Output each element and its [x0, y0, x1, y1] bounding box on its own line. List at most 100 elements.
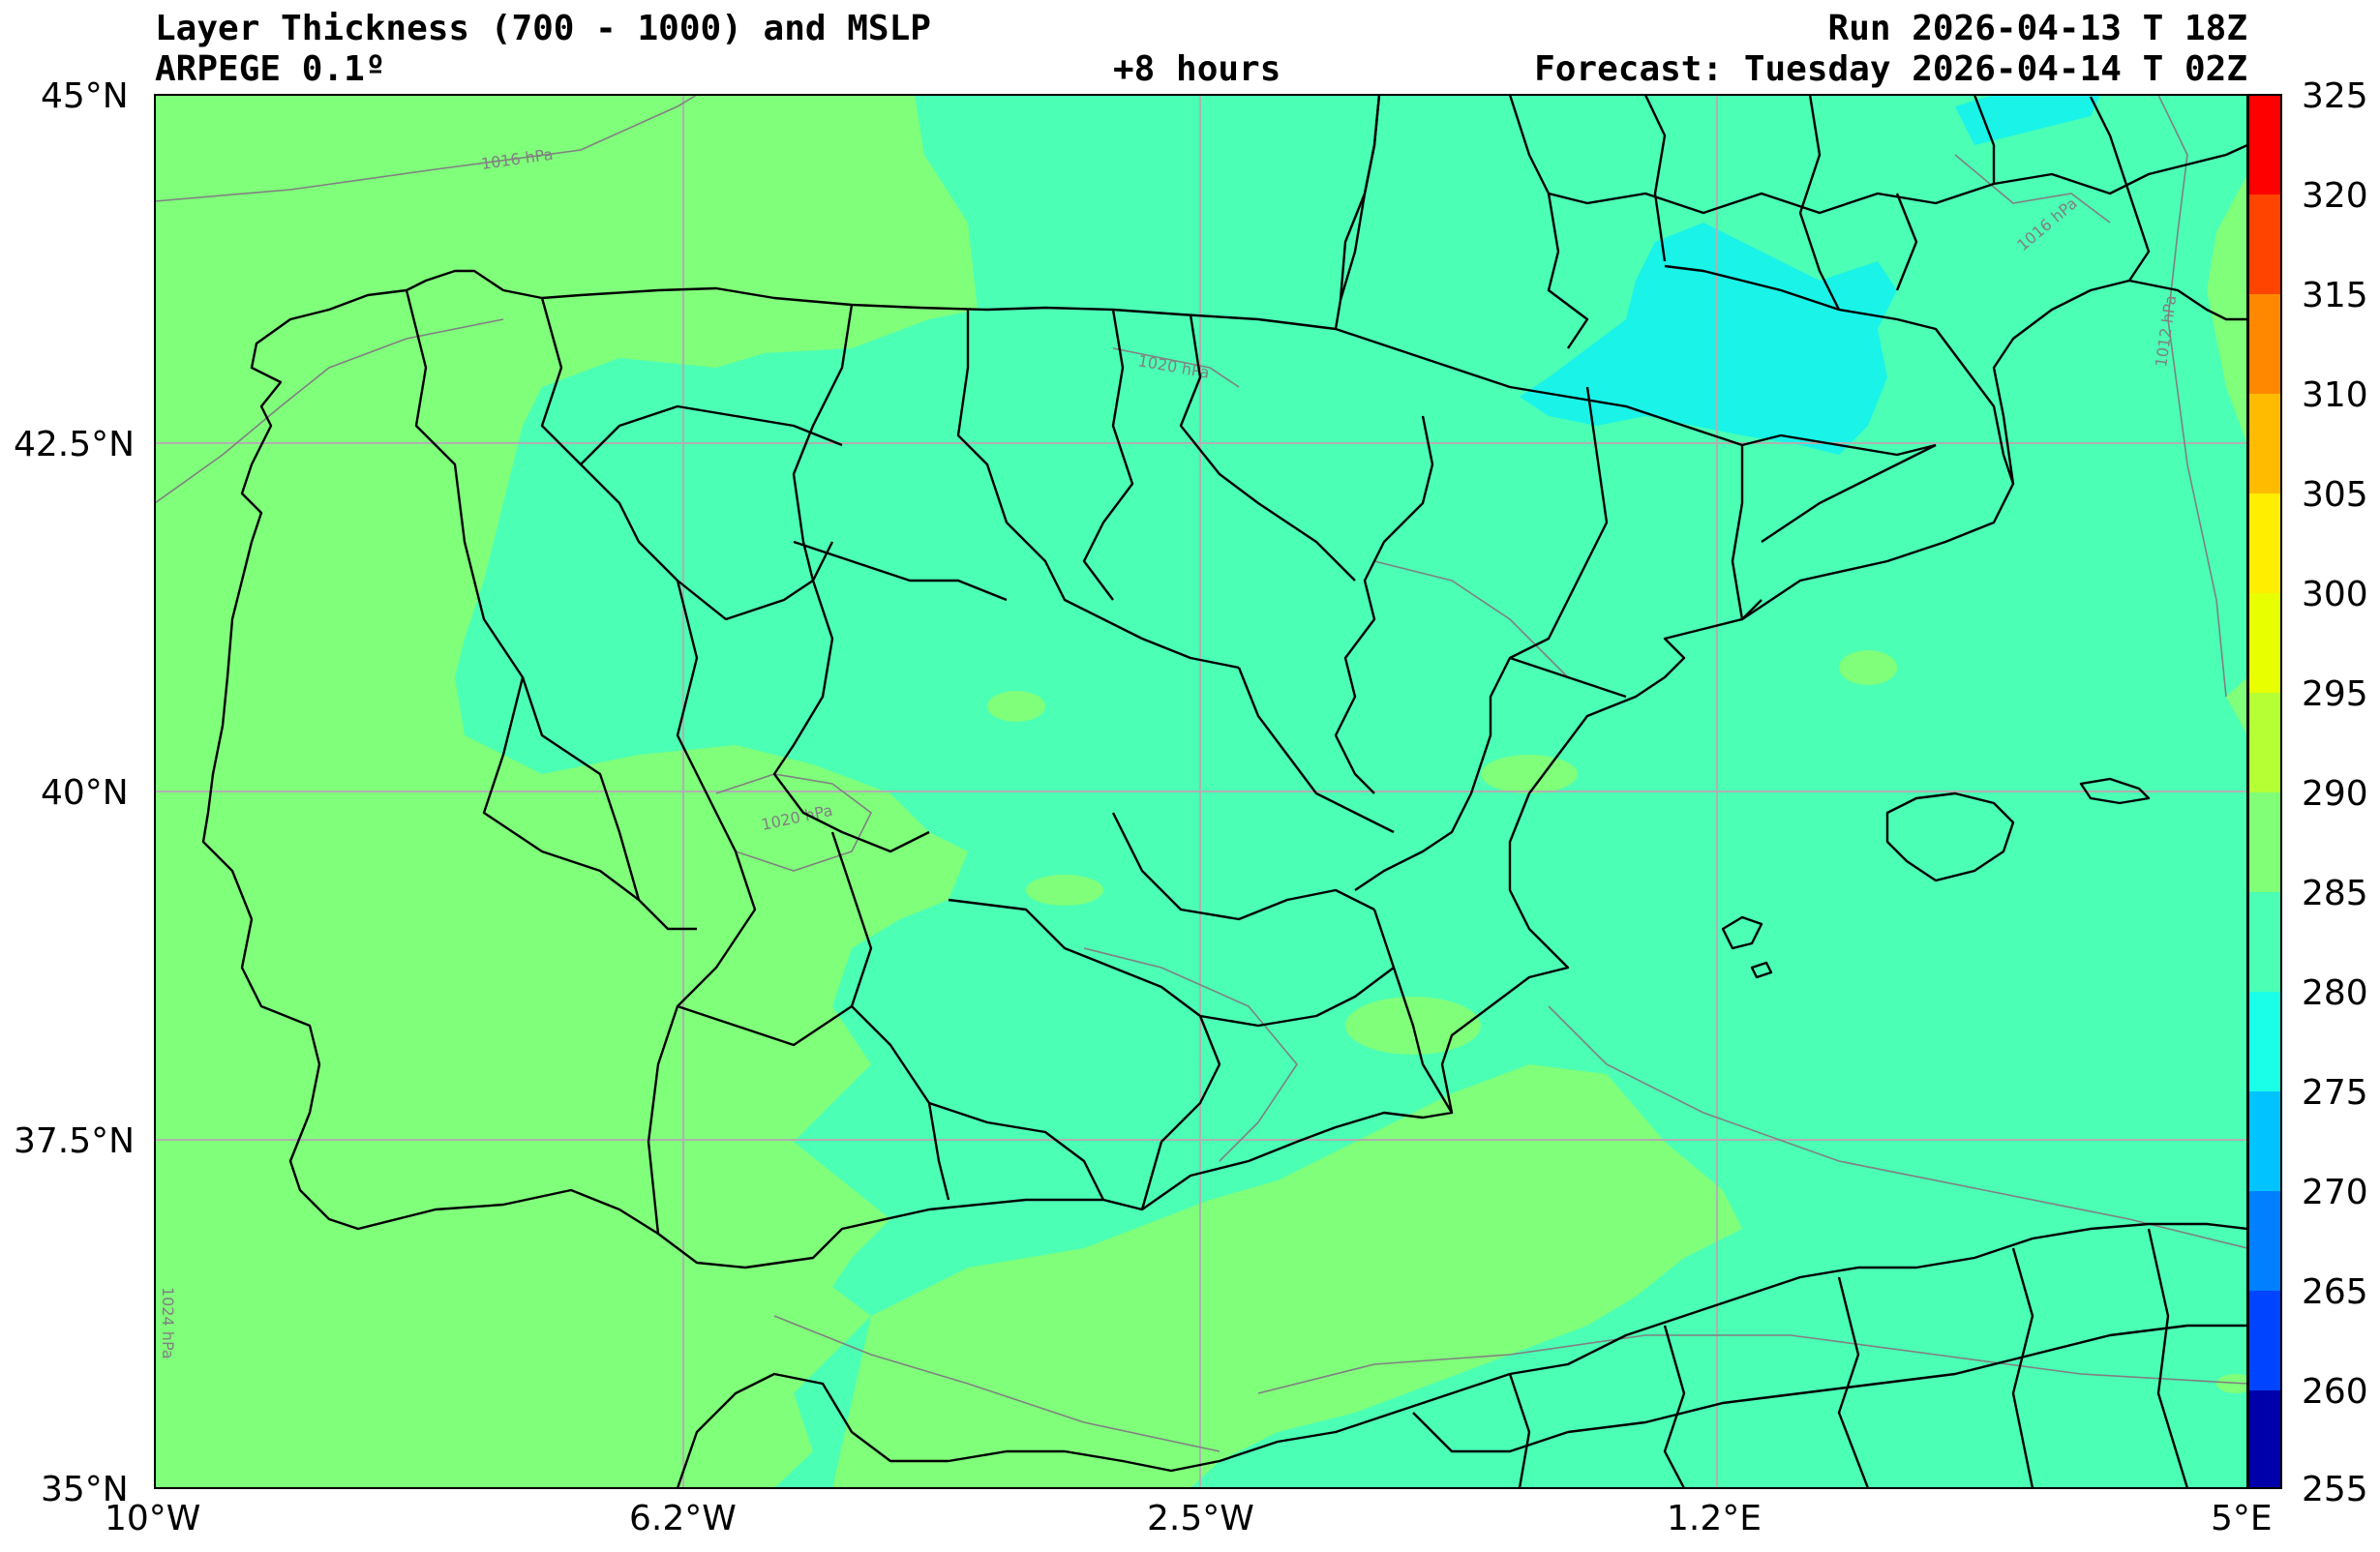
africa-border [2147, 1228, 2189, 1488]
colorbar-tick: 315 [2302, 276, 2368, 315]
colorbar-band [2248, 493, 2281, 593]
colorbar-frame [2247, 94, 2282, 1489]
colorbar-band [2248, 394, 2281, 493]
africa-border [2011, 1247, 2034, 1488]
province-border [1199, 967, 1395, 1028]
field-patch [1839, 650, 1897, 685]
iberia-coastline [201, 95, 2015, 1269]
colorbar-tick: 285 [2302, 874, 2368, 913]
ibiza [1721, 915, 1763, 950]
colorbar-band [2248, 194, 2281, 294]
africa-border [1508, 1373, 1531, 1488]
colorbar-band [2248, 1291, 2281, 1390]
isobars [155, 95, 2247, 1452]
province-border [1237, 667, 1395, 834]
colorbar-tick: 320 [2302, 176, 2368, 216]
isobar-label: 1024 hPa [159, 1287, 177, 1359]
province-border [647, 580, 757, 1235]
colorbar-band [2248, 95, 2281, 194]
colorbar-tick: 310 [2302, 375, 2368, 415]
province-border [1372, 909, 1454, 1114]
province-border [1082, 309, 1134, 601]
province-border [1731, 445, 1762, 621]
province-border [793, 540, 1008, 602]
model-label: ARPEGE 0.1º [155, 49, 386, 89]
field-280-285-north [1955, 95, 2100, 145]
province-border [956, 310, 1240, 670]
coastlines [201, 95, 2247, 1488]
province-border [1354, 386, 1609, 891]
france-border [1973, 95, 1996, 184]
province-border [1179, 313, 1356, 582]
formentera [1750, 961, 1773, 979]
africa-border [1837, 1276, 1870, 1488]
province-border [580, 404, 843, 465]
province-border [1761, 443, 1937, 543]
map-title: Layer Thickness (700 - 1000) and MSLP [155, 9, 931, 48]
france-coastline [1339, 95, 1381, 301]
province-border [405, 289, 697, 931]
province-border [830, 831, 950, 1201]
colorbar-band [2248, 1390, 2281, 1488]
colorbar-tick: 280 [2302, 973, 2368, 1013]
field-patch [2216, 1374, 2247, 1393]
lat-tick-label: 40°N [41, 773, 129, 813]
field-patch [1481, 755, 1578, 793]
africa-border [1412, 1324, 2247, 1453]
france-border [1798, 95, 1841, 311]
colorbar-band [2248, 1091, 2281, 1191]
lon-tick-label: 6.2°W [629, 1499, 737, 1538]
colorbar-tick: 260 [2302, 1372, 2368, 1412]
gulf-of-lion-coast [1992, 279, 2247, 485]
colorbar-band [2248, 992, 2281, 1091]
province-border [677, 1004, 853, 1047]
colorbar-tick: 295 [2302, 674, 2368, 714]
lead-time: +8 hours [1113, 49, 1281, 89]
province-border [1509, 656, 1627, 699]
africa-coastline [676, 1222, 2247, 1488]
lat-tick-label: 42.5°N [14, 425, 136, 464]
field-290-295-south [832, 1064, 1742, 1488]
gridlines [155, 95, 2247, 1488]
forecast-label: Forecast: Tuesday 2026-04-14 T 02Z [1534, 49, 2247, 89]
colorbar-tick: 300 [2302, 575, 2368, 614]
field-patch [987, 691, 1045, 722]
colorbar-tick: 255 [2302, 1470, 2368, 1509]
france-border [2089, 96, 2151, 282]
colorbar-tick: 275 [2302, 1073, 2368, 1113]
france-border [1508, 95, 2247, 215]
colorbar [2247, 94, 2282, 1489]
field-280-285 [1520, 223, 1897, 455]
lon-tick-label: 10°W [105, 1499, 201, 1538]
mallorca [1885, 791, 2015, 882]
france-border [1643, 95, 1667, 262]
province-border [521, 676, 641, 901]
province-border [928, 1101, 1105, 1201]
colorbar-band [2248, 693, 2281, 792]
province-border [1111, 812, 1375, 921]
france-border [1547, 193, 1589, 349]
menorca [2079, 777, 2151, 805]
colorbar-band [2248, 892, 2281, 992]
colorbar-band [2248, 593, 2281, 693]
colorbar-band [2248, 1191, 2281, 1291]
colorbar-tick: 305 [2302, 475, 2368, 515]
lon-tick-label: 1.2°E [1667, 1499, 1762, 1538]
province-border [948, 898, 1221, 1210]
pyrenees-border [1335, 327, 1937, 457]
lat-tick-label: 37.5°N [14, 1121, 136, 1161]
colorbar-band [2248, 294, 2281, 394]
colorbar-tick: 290 [2302, 774, 2368, 814]
africa-border [1663, 1325, 1686, 1488]
lat-tick-label: 45°N [41, 76, 129, 116]
province-border [540, 297, 834, 621]
lon-tick-label: 2.5°W [1147, 1499, 1254, 1538]
province-border [772, 304, 930, 853]
colorbar-tick: 325 [2302, 76, 2368, 116]
colorbar-tick: 270 [2302, 1173, 2368, 1212]
lat-tick-label: 35°N [41, 1470, 129, 1509]
colorbar-tick: 265 [2302, 1272, 2368, 1312]
colorbar-band [2248, 792, 2281, 892]
france-border [1895, 193, 1918, 291]
